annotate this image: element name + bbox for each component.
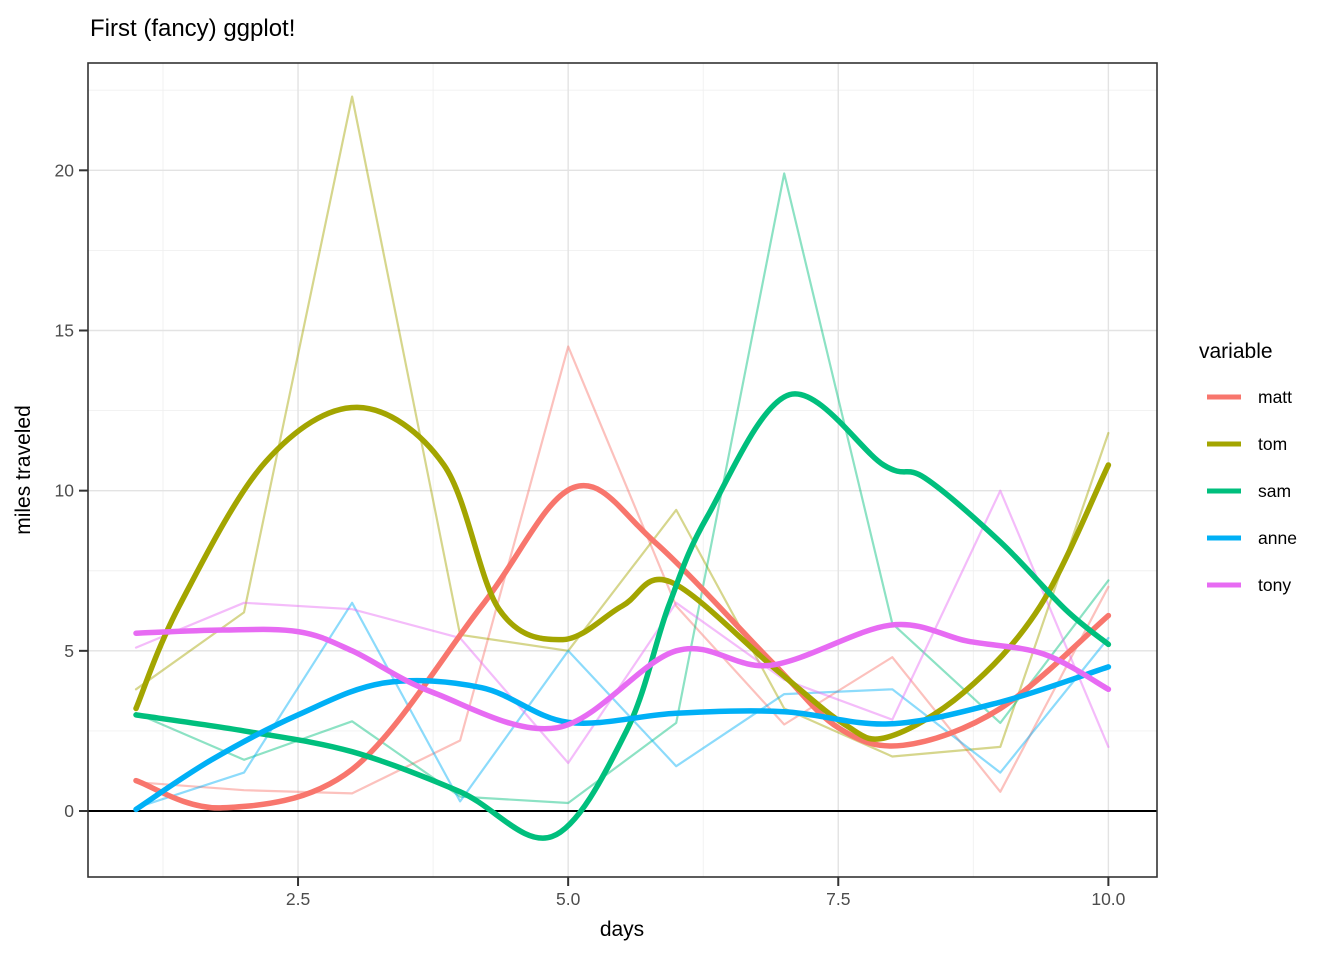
- smooth-line-anne: [133, 664, 1112, 813]
- x-axis-label: days: [600, 918, 644, 941]
- legend-label-matt: matt: [1258, 387, 1292, 407]
- raw-line-matt: [134, 345, 1110, 795]
- plot-panel: 2.5 5.0 7.5 10.0 0 5 10 15 20: [55, 62, 1158, 909]
- legend: variable matt tom sam anne tony: [1199, 340, 1297, 595]
- x-tick-label: 5.0: [556, 889, 581, 909]
- raw-line-tony: [134, 489, 1110, 765]
- smooth-line-tony: [133, 621, 1112, 732]
- legend-entry-matt: matt: [1207, 387, 1292, 407]
- panel-background: [88, 63, 1157, 877]
- legend-entry-tony: tony: [1207, 575, 1291, 595]
- chart-title: First (fancy) ggplot!: [90, 15, 295, 42]
- x-tick-label: 10.0: [1091, 889, 1125, 909]
- x-tick-label: 7.5: [826, 889, 850, 909]
- y-tick-label: 0: [64, 801, 74, 821]
- raw-line-tom: [134, 95, 1110, 758]
- y-axis-label: miles traveled: [12, 405, 35, 535]
- legend-title: variable: [1199, 340, 1273, 363]
- smooth-line-matt: [133, 482, 1112, 811]
- legend-label-anne: anne: [1258, 528, 1297, 548]
- legend-entry-anne: anne: [1207, 528, 1297, 548]
- x-tick-label: 2.5: [286, 889, 310, 909]
- y-tick-label: 20: [55, 160, 75, 180]
- legend-entry-tom: tom: [1207, 434, 1287, 454]
- smooth-line-tom: [133, 404, 1112, 742]
- legend-label-sam: sam: [1258, 481, 1291, 501]
- y-tick-label: 10: [55, 481, 75, 501]
- y-tick-label: 5: [64, 641, 74, 661]
- legend-label-tom: tom: [1258, 434, 1287, 454]
- y-tick-label: 15: [55, 320, 74, 340]
- panel-border: [87, 62, 1158, 878]
- raw-line-anne: [134, 601, 1110, 809]
- legend-label-tony: tony: [1258, 575, 1291, 595]
- smooth-line-sam: [133, 391, 1112, 841]
- legend-entry-sam: sam: [1207, 481, 1291, 501]
